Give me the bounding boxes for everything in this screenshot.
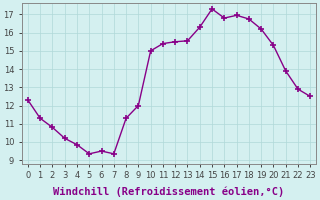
X-axis label: Windchill (Refroidissement éolien,°C): Windchill (Refroidissement éolien,°C) <box>53 186 285 197</box>
